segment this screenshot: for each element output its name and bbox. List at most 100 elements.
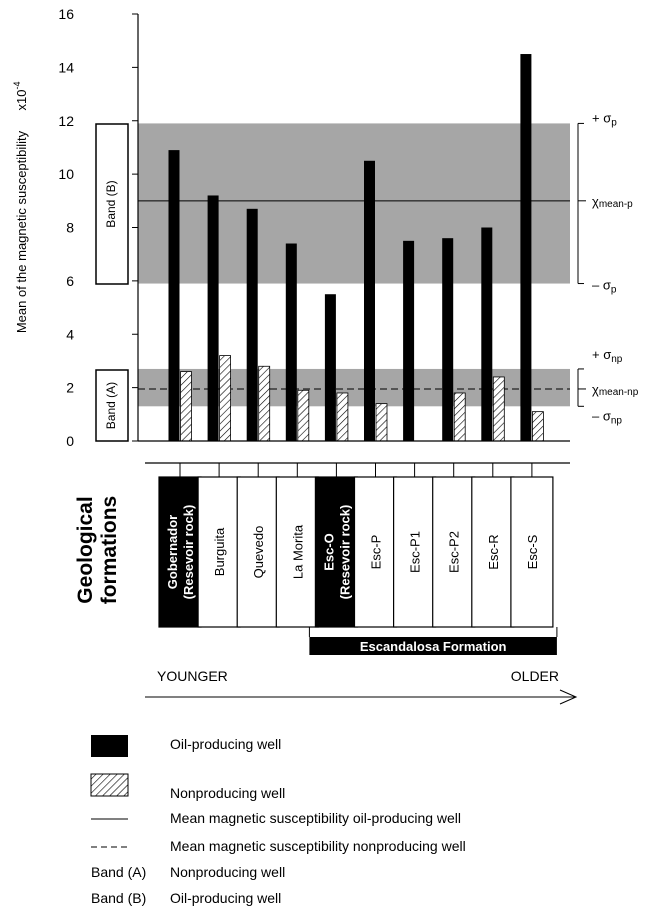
legend-label: Oil-producing well xyxy=(170,736,281,752)
y-tick-label: 10 xyxy=(58,166,74,182)
formation-label: Esc-P xyxy=(369,535,384,570)
band-upper-label: + σnp xyxy=(592,347,623,365)
subscript: p xyxy=(611,285,617,296)
y-axis-unit: x10-4 xyxy=(12,82,29,111)
y-axis-unit-exponent: -4 xyxy=(12,82,22,90)
bar-oil-producing xyxy=(207,195,219,441)
band-mean-label: χmean-p xyxy=(592,194,633,210)
formation-label-line: Esc-S xyxy=(525,534,540,569)
bar-oil-producing xyxy=(520,54,532,441)
band-box-label: Band (A) xyxy=(104,382,118,429)
legend-oil-symbol xyxy=(91,735,128,757)
formation-label: Esc-P1 xyxy=(408,531,423,573)
legend-nonproducing-symbol xyxy=(90,773,129,797)
formation-label: Gobernador(Resevoir rock) xyxy=(165,505,196,600)
formation-box xyxy=(432,476,476,628)
formation-label: Esc-P2 xyxy=(447,531,462,573)
formation-label: Esc-S xyxy=(525,534,540,569)
bar-nonproducing xyxy=(336,392,349,442)
formation-label-line: Esc-O xyxy=(321,533,336,571)
formation-label: Esc-O(Resevoir rock) xyxy=(321,505,352,600)
y-tick-label: 4 xyxy=(66,326,74,342)
bar-oil-producing xyxy=(285,243,297,441)
formation-label: Esc-R xyxy=(486,534,501,569)
age-older: OLDER xyxy=(511,668,559,684)
y-tick-label: 8 xyxy=(66,220,74,236)
band-box xyxy=(95,369,129,442)
bar-nonproducing xyxy=(297,389,310,442)
formation-box xyxy=(158,476,202,628)
band-mean-label: χmean-np xyxy=(592,382,639,398)
formation-box xyxy=(510,476,554,628)
formation-label-line: (Resevoir rock) xyxy=(337,505,352,600)
formation-label-line: (Resevoir rock) xyxy=(181,505,196,600)
formation-label: La Morita xyxy=(290,524,305,579)
escandalosa-bar xyxy=(309,637,557,655)
bar-oil-producing xyxy=(481,227,493,441)
bar-oil-producing xyxy=(364,160,375,441)
band-box xyxy=(95,123,129,285)
bar-nonproducing xyxy=(219,355,232,442)
bar-nonproducing xyxy=(258,365,271,442)
subscript: np xyxy=(611,354,623,365)
y-tick-label: 0 xyxy=(66,433,74,449)
legend: Oil-producing well Nonproducing well Mean … xyxy=(90,735,466,906)
y-tick-label: 14 xyxy=(58,59,74,75)
title-line: Geological xyxy=(74,496,97,603)
band-lower-label: – σp xyxy=(592,278,617,296)
title-line: formations xyxy=(98,496,121,605)
band-upper-label: + σp xyxy=(592,110,617,128)
formation-label-line: Esc-P2 xyxy=(447,531,462,573)
formation-label-line: Esc-P xyxy=(369,535,384,570)
formation-label: Quevedo xyxy=(251,526,266,579)
formation-label-line: Quevedo xyxy=(251,526,266,579)
bar-nonproducing xyxy=(492,376,505,442)
formation-label-line: Esc-P1 xyxy=(408,531,423,573)
bar-nonproducing xyxy=(180,371,192,442)
bar-oil-producing xyxy=(246,208,258,441)
legend-band-key: Band (B) xyxy=(91,890,146,906)
y-tick-label: 2 xyxy=(66,380,74,396)
formation-box xyxy=(275,476,319,628)
formation-box xyxy=(314,476,358,628)
bar-oil-producing xyxy=(324,294,336,441)
y-tick-label: 12 xyxy=(58,113,74,129)
formation-label-line: Esc-R xyxy=(486,534,501,569)
bar-nonproducing xyxy=(532,411,544,442)
bar-oil-producing xyxy=(168,150,180,441)
legend-label: Mean magnetic susceptibility oil-produci… xyxy=(170,810,461,826)
bar-oil-producing xyxy=(403,240,415,441)
formation-box xyxy=(353,476,398,628)
formation-label-line: La Morita xyxy=(290,524,305,579)
legend-label: Nonproducing well xyxy=(170,864,285,880)
subscript: mean-p xyxy=(599,199,633,210)
y-axis-label: Mean of the magnetic susceptibility xyxy=(14,130,29,333)
legend-label: Nonproducing well xyxy=(170,785,285,801)
legend-label: Mean magnetic susceptibility nonproducin… xyxy=(170,838,466,854)
bar-oil-producing xyxy=(442,238,454,441)
bar-nonproducing xyxy=(375,403,388,442)
band-box-label: Band (B) xyxy=(104,180,118,227)
band-region xyxy=(138,123,570,284)
band-lower-label: – σnp xyxy=(592,408,622,426)
band-region xyxy=(138,368,570,407)
geological-formations-title: Geologicalformations xyxy=(74,496,121,605)
y-tick-label: 16 xyxy=(58,6,74,22)
age-younger: YOUNGER xyxy=(157,668,228,684)
legend-label: Oil-producing well xyxy=(170,890,281,906)
bars xyxy=(168,54,544,442)
subscript: np xyxy=(611,415,623,426)
formations: Gobernador(Resevoir rock) Burguita Quevedo… xyxy=(74,462,578,705)
y-tick-label: 6 xyxy=(66,273,74,289)
formation-label-line: Gobernador xyxy=(165,515,180,589)
subscript: mean-np xyxy=(599,387,639,398)
legend-band-key: Band (A) xyxy=(91,864,146,880)
y-axis: 0 2 4 6 8 10 12 14 16 Mean of the magnetic suscep… xyxy=(12,6,570,449)
formation-label-line: Burguita xyxy=(212,527,227,576)
bar-nonproducing xyxy=(453,392,466,442)
formation-label: Burguita xyxy=(212,527,227,576)
age-arrow-head xyxy=(559,689,578,705)
escandalosa-label: Escandalosa Formation xyxy=(360,639,507,654)
formation-box xyxy=(393,476,437,628)
